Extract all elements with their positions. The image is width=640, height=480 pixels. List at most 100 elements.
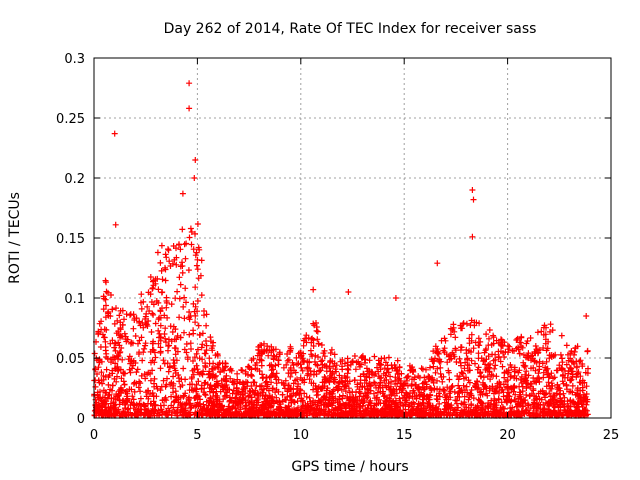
data-point (414, 411, 421, 418)
data-point (560, 371, 567, 378)
data-point (298, 350, 304, 356)
data-point (463, 320, 470, 327)
data-point (329, 370, 336, 376)
data-point (459, 389, 466, 396)
data-point (511, 366, 518, 373)
data-point (254, 352, 261, 359)
data-point (362, 410, 369, 417)
data-point (149, 367, 156, 374)
data-point (226, 405, 233, 412)
data-point (397, 383, 404, 390)
data-point (449, 383, 456, 389)
data-point (490, 403, 497, 410)
data-point (452, 334, 459, 341)
data-point (213, 401, 220, 408)
data-point (423, 395, 430, 402)
data-point (383, 369, 390, 376)
data-point (359, 396, 365, 403)
data-point (170, 380, 177, 387)
data-point (160, 357, 167, 364)
data-point (557, 351, 564, 358)
data-point (461, 365, 468, 372)
data-point (536, 366, 543, 373)
data-point (527, 392, 533, 399)
data-point (315, 391, 321, 398)
data-point (489, 408, 496, 415)
data-point (300, 403, 307, 410)
data-point (192, 230, 198, 237)
data-point (182, 255, 189, 262)
data-point (275, 357, 282, 364)
data-point (550, 395, 557, 402)
data-point (351, 403, 358, 410)
data-point (306, 376, 313, 383)
data-point (264, 400, 271, 407)
data-point (559, 401, 566, 408)
data-points (91, 80, 591, 419)
data-point (424, 403, 431, 410)
data-point (165, 247, 172, 254)
data-point (545, 374, 552, 381)
data-point (508, 384, 514, 391)
data-point (325, 396, 332, 403)
data-point (149, 340, 156, 347)
data-point (439, 378, 446, 385)
data-point (435, 357, 442, 364)
data-point (511, 396, 518, 403)
data-point (204, 381, 211, 388)
data-point (122, 336, 129, 342)
data-point (142, 340, 149, 347)
data-point (542, 394, 548, 401)
data-point (478, 400, 485, 407)
data-point (186, 331, 193, 338)
data-point (580, 397, 587, 404)
data-point (128, 399, 135, 406)
data-point (456, 394, 463, 400)
data-point (181, 315, 188, 322)
data-point (441, 399, 448, 406)
data-point (584, 347, 591, 354)
data-point (507, 362, 514, 368)
data-point (91, 350, 98, 357)
data-point (193, 362, 200, 369)
data-point (475, 364, 482, 371)
data-point (211, 410, 218, 417)
data-point (525, 401, 531, 408)
data-point (232, 399, 239, 406)
data-point (329, 358, 336, 365)
data-point (423, 366, 429, 373)
x-tick-label: 20 (499, 428, 516, 443)
data-point (374, 364, 380, 371)
data-point (469, 412, 476, 419)
data-point (182, 376, 189, 383)
data-point (554, 381, 561, 388)
data-point (166, 407, 173, 414)
data-point (486, 335, 492, 342)
data-point (183, 299, 189, 306)
data-point (524, 352, 531, 359)
data-point (155, 286, 162, 293)
y-tick-label: 0.25 (56, 112, 85, 127)
data-point (148, 299, 155, 305)
data-point (105, 289, 111, 296)
data-point (265, 352, 272, 359)
data-point (265, 408, 271, 415)
data-point (335, 385, 342, 392)
data-point (310, 386, 317, 393)
data-point (347, 361, 354, 368)
data-point (312, 383, 319, 389)
data-point (136, 378, 143, 385)
data-point (251, 399, 258, 406)
data-point (99, 331, 106, 338)
data-point (231, 381, 237, 388)
data-point (508, 373, 514, 380)
data-point (571, 351, 577, 358)
data-point (580, 391, 587, 398)
data-point (404, 373, 411, 380)
data-point (190, 246, 197, 253)
data-point (117, 349, 124, 355)
data-point (539, 408, 546, 415)
data-point (419, 410, 426, 417)
data-point (351, 377, 358, 384)
data-point (447, 388, 454, 395)
